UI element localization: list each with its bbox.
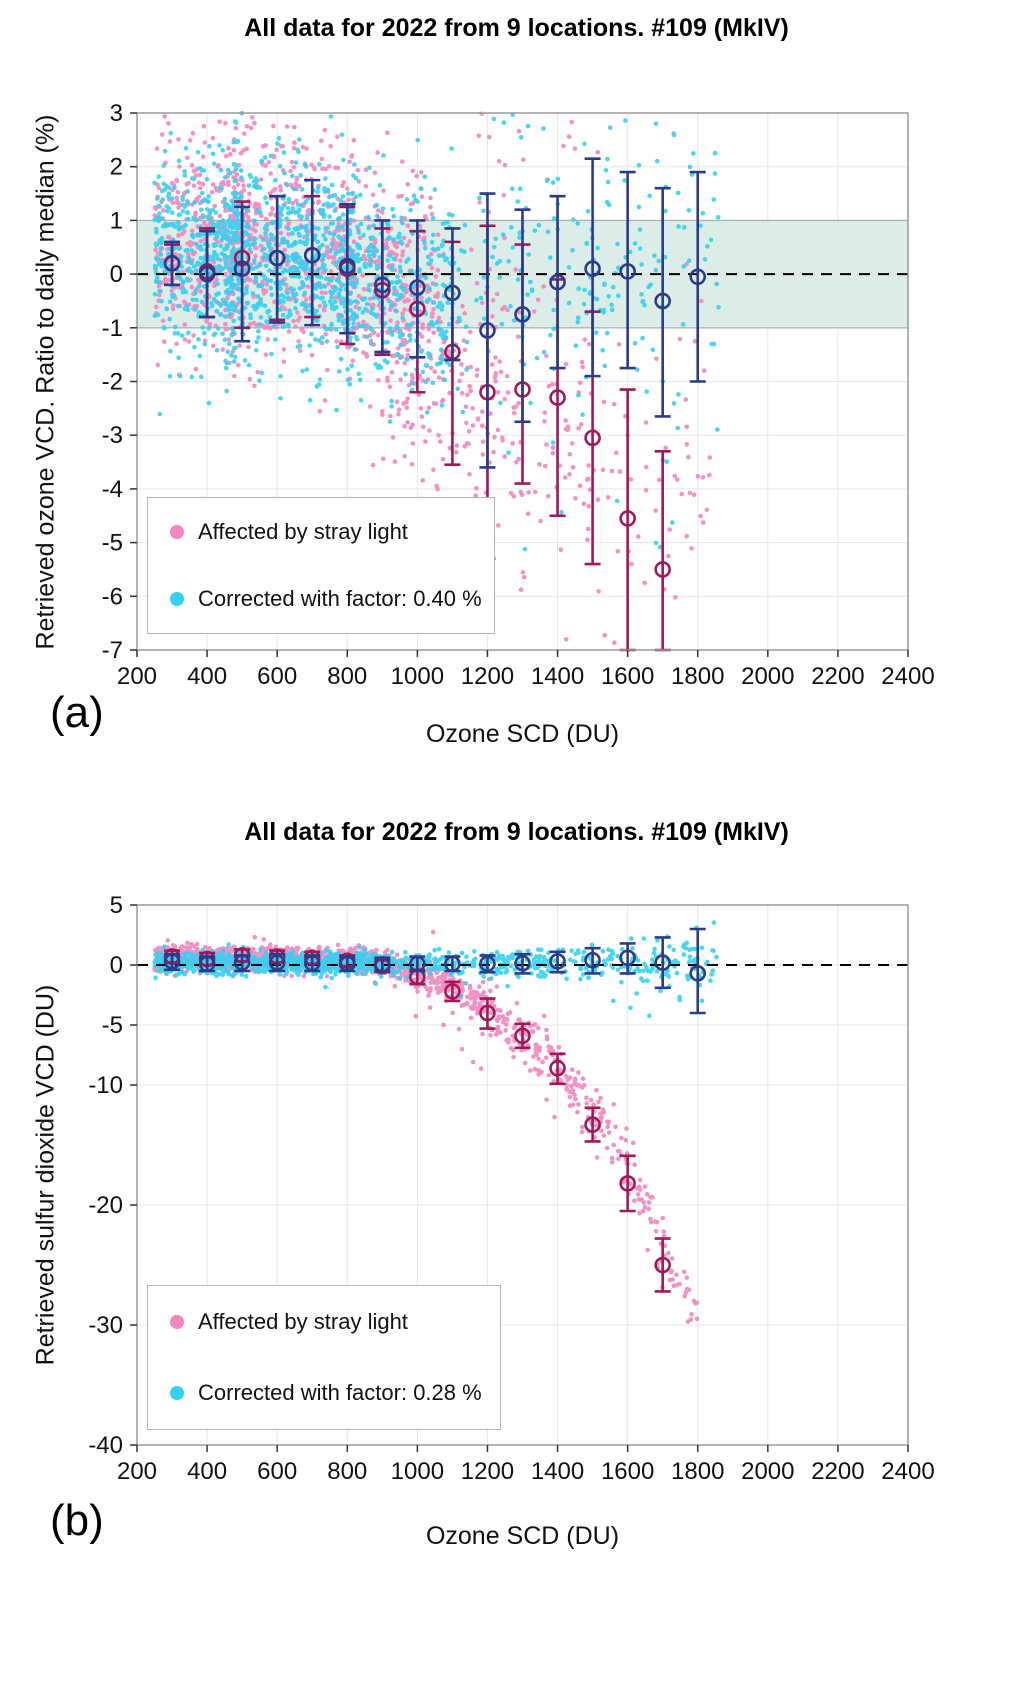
- svg-text:-5: -5: [102, 530, 123, 557]
- svg-text:400: 400: [187, 663, 227, 690]
- svg-text:-2: -2: [102, 369, 123, 396]
- legend-label-corrected: Corrected with factor: 0.40 %: [198, 586, 482, 612]
- panel-a-chart: 200 400 600 800 1000 1200 1400 1600 1800 2000 2200…: [102, 100, 935, 690]
- legend-item-corrected: Corrected with factor: 0.28 %: [170, 1380, 500, 1406]
- panel-a: All data for 2022 from 9 locations. #109…: [0, 0, 1033, 790]
- panel-a-title: All data for 2022 from 9 locations. #109…: [244, 14, 789, 42]
- svg-text:600: 600: [257, 663, 297, 690]
- legend-item-affected: Affected by stray light: [170, 1309, 500, 1335]
- svg-text:-7: -7: [102, 637, 123, 664]
- legend-dot-corrected-icon: [170, 1386, 184, 1401]
- legend-dot-affected-icon: [170, 524, 184, 539]
- svg-text:3: 3: [110, 100, 123, 127]
- panel-b-chart: 200 400 600 800 1000 1200 1400 1600 1800 2000 2200…: [88, 892, 934, 1485]
- panel-b-title: All data for 2022 from 9 locations. #109…: [244, 818, 789, 846]
- svg-text:1000: 1000: [391, 663, 444, 690]
- legend-label-affected: Affected by stray light: [198, 1308, 408, 1334]
- legend-item-affected: Affected by stray light: [170, 519, 494, 545]
- panel-a-letter: (a): [50, 688, 104, 737]
- panel-a-xlabel: Ozone SCD (DU): [425, 720, 620, 748]
- svg-text:-6: -6: [102, 583, 123, 610]
- svg-text:-3: -3: [102, 422, 123, 449]
- legend-dot-corrected-icon: [170, 592, 184, 607]
- svg-text:200: 200: [117, 663, 157, 690]
- legend-dot-affected-icon: [170, 1314, 184, 1329]
- svg-text:-4: -4: [102, 476, 123, 503]
- panel-b: All data for 2022 from 9 locations. #109…: [0, 790, 1033, 1694]
- svg-text:2: 2: [110, 154, 123, 181]
- svg-text:1400: 1400: [531, 663, 584, 690]
- svg-text:0: 0: [110, 261, 123, 288]
- legend-item-corrected: Corrected with factor: 0.40 %: [170, 586, 494, 612]
- legend-label-affected: Affected by stray light: [198, 518, 408, 544]
- panel-b-letter: (b): [50, 1496, 104, 1545]
- svg-text:1800: 1800: [671, 663, 724, 690]
- svg-text:2400: 2400: [881, 663, 934, 690]
- panel-b-legend: Affected by stray light Corrected with f…: [147, 1285, 501, 1430]
- svg-text:2200: 2200: [811, 663, 864, 690]
- svg-text:1200: 1200: [461, 663, 514, 690]
- panel-b-xlabel: Ozone SCD (DU): [425, 1522, 620, 1550]
- svg-text:1: 1: [110, 207, 123, 234]
- panel-a-legend: Affected by stray light Corrected with f…: [147, 497, 495, 634]
- panel-b-ylabel: Retrieved sulfur dioxide VCD (DU): [31, 984, 60, 1366]
- svg-text:-1: -1: [102, 315, 123, 342]
- legend-label-corrected: Corrected with factor: 0.28 %: [198, 1380, 482, 1406]
- svg-text:800: 800: [327, 663, 367, 690]
- svg-text:2000: 2000: [741, 663, 794, 690]
- svg-text:1600: 1600: [601, 663, 654, 690]
- panel-a-ylabel: Retrieved ozone VCD. Ratio to daily medi…: [31, 114, 60, 650]
